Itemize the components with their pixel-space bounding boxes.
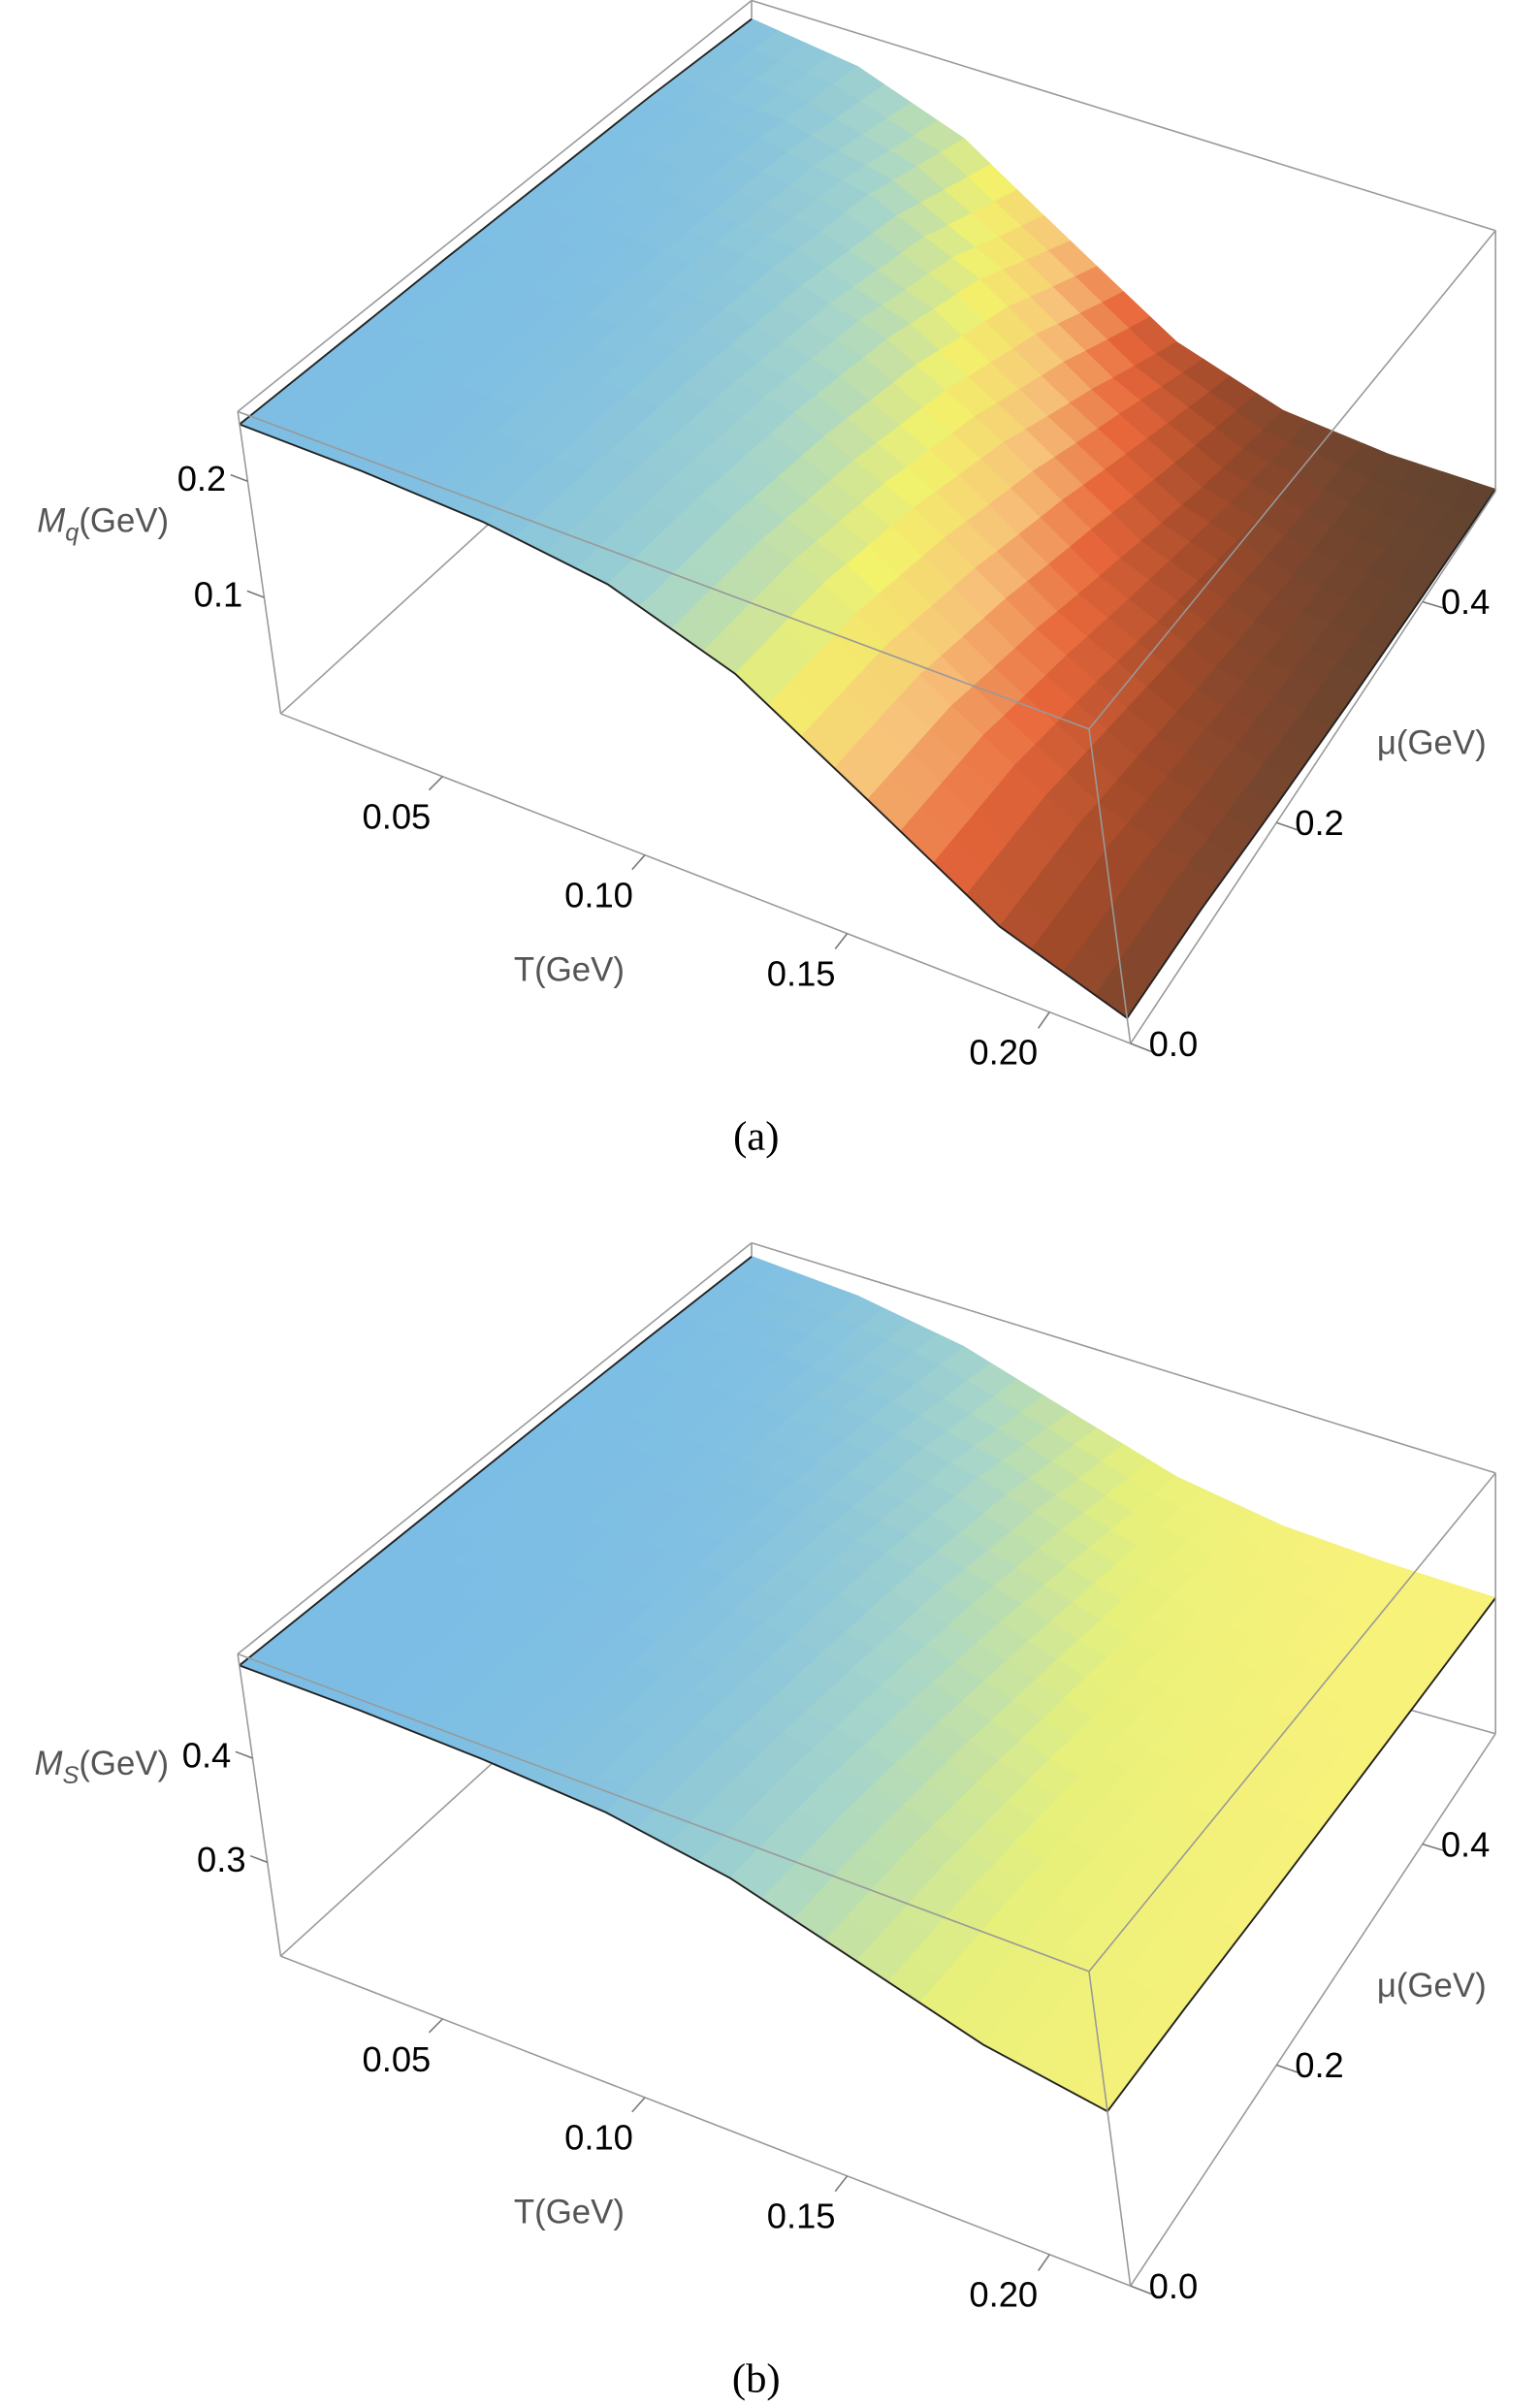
x-tick-label: 0.15 bbox=[767, 954, 836, 994]
y-tick-label: 0.2 bbox=[1295, 2045, 1344, 2085]
x-tick bbox=[631, 2097, 646, 2113]
box-edge bbox=[1088, 1472, 1496, 1973]
y-tick bbox=[1130, 2285, 1157, 2297]
z-tick-label: 0.2 bbox=[177, 459, 227, 498]
surface-edge bbox=[239, 1256, 753, 1667]
y-tick bbox=[1276, 2064, 1301, 2074]
z-axis-title: Mq(GeV) bbox=[37, 503, 169, 547]
z-axis-title-unit: (GeV) bbox=[79, 1746, 169, 1782]
surface-edge bbox=[1126, 489, 1496, 1019]
x-tick-label: 0.15 bbox=[767, 2197, 836, 2236]
box-edge bbox=[1088, 1971, 1132, 2287]
surface-edge bbox=[239, 423, 1128, 1019]
y-tick bbox=[1276, 821, 1301, 832]
x-tick-label: 0.20 bbox=[969, 1033, 1038, 1073]
x-tick bbox=[631, 854, 646, 871]
x-tick bbox=[1037, 2254, 1050, 2271]
box-edge bbox=[280, 713, 1131, 1044]
z-tick-label: 0.1 bbox=[194, 575, 243, 615]
surface-edge bbox=[1107, 1597, 1496, 2112]
y-tick bbox=[1130, 1043, 1157, 1054]
box-edge bbox=[1130, 1733, 1496, 2287]
z-axis-title-base: M bbox=[37, 503, 65, 540]
y-axis-title: μ(GeV) bbox=[1377, 725, 1487, 762]
box-edge bbox=[751, 0, 1496, 232]
box-edge bbox=[237, 0, 753, 412]
box-edge bbox=[237, 410, 1090, 730]
y-tick-label: 0.4 bbox=[1441, 1824, 1491, 1864]
x-axis-title: T(GeV) bbox=[514, 952, 625, 989]
x-tick bbox=[428, 2018, 443, 2034]
box-edge bbox=[751, 1241, 1496, 1474]
y-tick-label: 0.4 bbox=[1441, 582, 1491, 622]
x-tick bbox=[1037, 1011, 1050, 1029]
x-axis-title: T(GeV) bbox=[514, 2195, 625, 2231]
caption: (b) bbox=[732, 2357, 781, 2402]
surface-edge bbox=[239, 1664, 1108, 2112]
caption: (a) bbox=[733, 1113, 779, 1159]
x-tick bbox=[834, 2175, 849, 2193]
y-axis-title: μ(GeV) bbox=[1377, 1968, 1487, 2005]
x-tick-label: 0.10 bbox=[564, 2118, 633, 2158]
z-tick-label: 0.4 bbox=[182, 1736, 232, 1776]
x-tick bbox=[428, 776, 443, 791]
box-edge bbox=[237, 1653, 282, 1957]
x-tick-label: 0.10 bbox=[564, 876, 633, 915]
y-tick-label: 0.0 bbox=[1149, 1024, 1199, 1064]
box-edge bbox=[1088, 728, 1132, 1044]
box-edge bbox=[237, 1242, 753, 1655]
x-tick bbox=[834, 933, 849, 949]
x-tick-label: 0.05 bbox=[363, 2039, 432, 2079]
box-edge bbox=[1130, 491, 1496, 1044]
z-axis-title-sub: S bbox=[62, 1762, 79, 1789]
x-tick-label: 0.20 bbox=[969, 2275, 1038, 2315]
z-tick bbox=[246, 590, 265, 598]
z-tick bbox=[235, 1750, 253, 1759]
z-tick-label: 0.3 bbox=[197, 1840, 246, 1879]
x-tick-label: 0.05 bbox=[363, 797, 432, 837]
z-tick bbox=[230, 473, 248, 483]
z-axis-title-sub: q bbox=[65, 519, 79, 546]
z-tick bbox=[249, 1854, 268, 1864]
y-tick-label: 0.0 bbox=[1149, 2266, 1199, 2306]
y-tick-label: 0.2 bbox=[1295, 803, 1344, 843]
z-axis-title-base: M bbox=[34, 1746, 62, 1782]
surface-edge bbox=[239, 17, 753, 426]
y-tick bbox=[1422, 600, 1446, 610]
z-axis-title: MS(GeV) bbox=[34, 1746, 169, 1789]
y-tick bbox=[1422, 1843, 1446, 1852]
box-edge bbox=[237, 411, 282, 715]
box-edge bbox=[1088, 230, 1496, 730]
box-edge bbox=[280, 1955, 1131, 2287]
z-axis-title-unit: (GeV) bbox=[79, 503, 169, 540]
box-edge bbox=[237, 1652, 1090, 1973]
